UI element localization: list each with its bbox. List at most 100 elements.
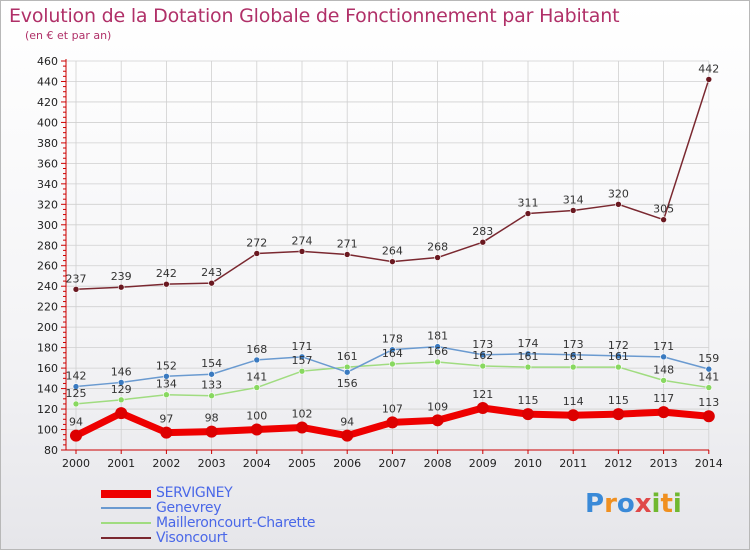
data-point — [569, 351, 577, 359]
data-point — [524, 210, 532, 217]
data-label: 141 — [698, 371, 719, 384]
data-point — [72, 400, 80, 408]
y-tick-label: 300 — [37, 219, 58, 232]
axes: 80 100 120 140 160 180 200 220 240 260 280 300 320 34… — [37, 55, 723, 470]
data-point — [524, 363, 532, 371]
data-label: 181 — [427, 330, 448, 343]
line-chart: 80 100 120 140 160 180 200 220 240 260 280 300 320 34… — [37, 55, 723, 470]
data-point — [479, 351, 487, 359]
data-label: 166 — [427, 345, 448, 358]
data-label: 305 — [653, 203, 674, 216]
data-label: 129 — [111, 383, 132, 396]
y-tick-label: 100 — [37, 424, 58, 437]
data-point — [702, 410, 715, 423]
data-point — [522, 408, 534, 421]
y-tick-label: 180 — [37, 342, 58, 355]
data-label: 168 — [246, 343, 267, 356]
data-point — [567, 409, 580, 422]
data-label: 142 — [66, 370, 87, 383]
data-label: 171 — [653, 340, 674, 353]
data-label: 161 — [563, 350, 584, 363]
data-label: 320 — [608, 187, 629, 200]
data-label: 157 — [292, 354, 313, 367]
series-mailleroncourt-charette — [72, 358, 713, 408]
y-tick-label: 360 — [37, 157, 58, 170]
data-label: 100 — [246, 410, 267, 423]
legend-item-mailleroncourt-charette: Mailleroncourt-Charette — [101, 515, 401, 531]
y-tick-label: 220 — [37, 301, 58, 314]
data-point — [389, 258, 396, 265]
data-label: 102 — [292, 407, 313, 420]
x-tick-label: 2006 — [333, 457, 361, 470]
y-tick-label: 260 — [37, 260, 58, 273]
data-label: 161 — [337, 350, 358, 363]
y-tick-label: 140 — [37, 383, 58, 396]
x-tick-label: 2005 — [288, 457, 316, 470]
data-point — [660, 377, 667, 384]
data-label: 134 — [156, 378, 177, 391]
x-tick-label: 2004 — [243, 457, 271, 470]
data-label: 174 — [518, 337, 539, 350]
data-point — [250, 423, 263, 436]
legend-item-visoncourt: Visoncourt — [101, 530, 401, 546]
x-tick-label: 2003 — [198, 457, 226, 470]
data-label: 161 — [518, 350, 539, 363]
data-label: 283 — [472, 225, 493, 238]
data-point — [253, 356, 261, 364]
data-point — [72, 383, 80, 390]
data-point — [476, 402, 489, 415]
data-point — [298, 367, 306, 375]
data-point — [615, 352, 622, 360]
data-point — [479, 238, 487, 246]
data-label: 94 — [340, 416, 354, 429]
y-tick-label: 200 — [37, 321, 58, 334]
data-point — [341, 429, 354, 442]
x-tick-label: 2008 — [424, 457, 452, 470]
x-tick-label: 2010 — [514, 457, 542, 470]
data-point — [253, 384, 261, 391]
y-tick-label: 120 — [37, 403, 58, 416]
data-label: 114 — [563, 395, 584, 408]
data-label: 117 — [653, 392, 674, 405]
data-label: 97 — [159, 413, 173, 426]
x-tick-label: 2012 — [604, 457, 632, 470]
data-point — [705, 384, 713, 391]
y-tick-label: 380 — [37, 137, 58, 150]
data-label: 115 — [608, 394, 629, 407]
x-tick-label: 2014 — [695, 457, 723, 470]
data-point — [615, 201, 622, 208]
chart-subtitle: (en € et par an) — [25, 29, 112, 42]
data-point — [208, 392, 215, 400]
data-label: 148 — [653, 363, 674, 376]
legend-label: SERVIGNEY — [156, 485, 233, 501]
data-label: 243 — [201, 266, 222, 279]
series-genevrey — [72, 343, 713, 390]
data-point — [208, 370, 215, 378]
y-tick-label: 280 — [37, 239, 58, 252]
y-tick-label: 160 — [37, 362, 58, 375]
legend-swatch — [101, 522, 151, 524]
data-point — [660, 353, 667, 361]
data-label: 268 — [427, 241, 448, 254]
data-point — [434, 343, 441, 350]
data-point — [117, 396, 125, 404]
data-point — [343, 368, 351, 376]
data-labels: 237 239 242 243 272 274 271 264 268 283 311 314 320 3… — [66, 62, 720, 428]
data-point — [253, 250, 261, 257]
data-point — [389, 360, 396, 368]
data-point — [612, 408, 625, 421]
data-label: 173 — [563, 338, 584, 351]
series-layer — [70, 76, 715, 442]
data-point — [389, 346, 396, 353]
legend-swatch — [101, 507, 151, 509]
data-point — [657, 406, 670, 419]
y-tick-label: 400 — [37, 116, 58, 129]
data-label: 442 — [698, 62, 719, 75]
legend-swatch — [101, 537, 151, 539]
data-point — [117, 379, 125, 386]
data-label: 121 — [472, 388, 493, 401]
data-point — [163, 391, 170, 399]
legend-label: Mailleroncourt-Charette — [156, 515, 316, 531]
data-point — [569, 207, 577, 214]
data-label: 178 — [382, 333, 403, 346]
